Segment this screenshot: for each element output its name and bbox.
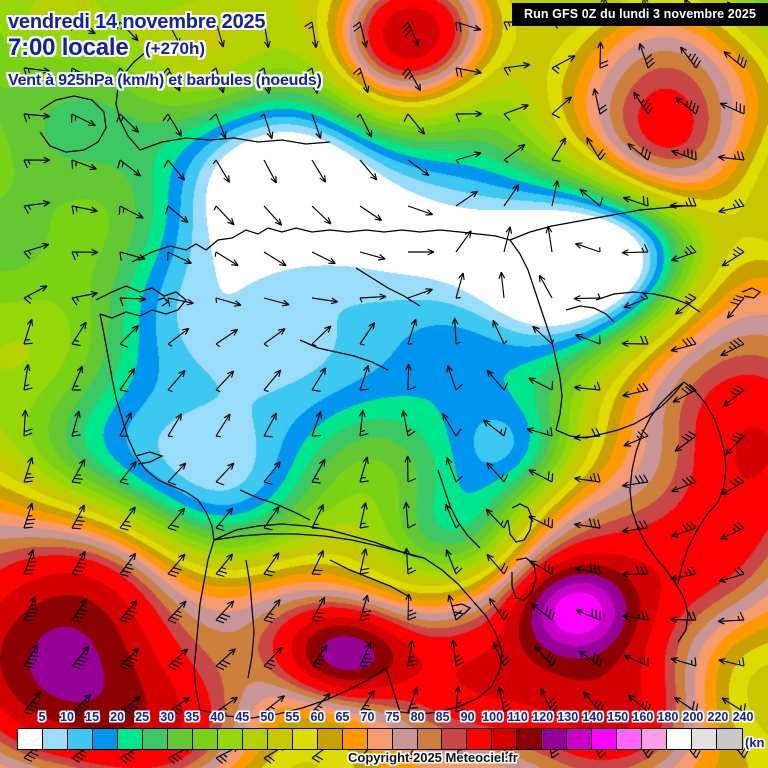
legend-unit-label: (kn xyxy=(745,735,765,750)
colorbar-tick-label: 15 xyxy=(85,710,100,724)
colorbar-swatch xyxy=(367,729,393,749)
colorbar-swatch xyxy=(717,729,743,749)
colorbar-tick-label: 85 xyxy=(435,710,450,724)
colorbar-tick-label: 75 xyxy=(385,710,400,724)
colorbar-swatch xyxy=(342,729,368,749)
colorbar-swatch xyxy=(142,729,168,749)
colorbar-swatch xyxy=(18,729,43,749)
colorbar-swatch xyxy=(117,729,143,749)
colorbar-tick-label: 5 xyxy=(38,710,46,724)
forecast-time-label: 7:00 locale xyxy=(8,34,129,61)
colorbar-tick-label: 130 xyxy=(557,710,579,724)
colorbar-swatch xyxy=(542,729,568,749)
colorbar-tick-label: 100 xyxy=(482,710,504,724)
colorbar-tick-label: 30 xyxy=(160,710,175,724)
colorbar-swatch xyxy=(642,729,668,749)
colorbar-swatch xyxy=(42,729,68,749)
colorbar-swatch xyxy=(492,729,518,749)
colorbar-tick-label: 90 xyxy=(460,710,475,724)
colorbar-tick-label: 180 xyxy=(657,710,679,724)
colorbar-swatch xyxy=(467,729,493,749)
copyright-label: Copyright 2025 Meteociel.fr xyxy=(348,750,518,765)
colorbar-swatch xyxy=(267,729,293,749)
colorbar-tick-label: 240 xyxy=(732,710,754,724)
colorbar-tick-label: 70 xyxy=(360,710,375,724)
colorbar-tick-label: 50 xyxy=(260,710,275,724)
model-run-badge: Run GFS 0Z du lundi 3 novembre 2025 xyxy=(511,3,768,26)
colorbar-tick-label: 40 xyxy=(210,710,225,724)
colorbar-tick-label: 35 xyxy=(185,710,200,724)
colorbar-swatch xyxy=(592,729,618,749)
colorbar-tick-label: 110 xyxy=(507,710,528,724)
colorbar-tick-label: 60 xyxy=(310,710,325,724)
colorbar-tick-label: 80 xyxy=(410,710,425,724)
colorbar-swatch xyxy=(442,729,468,749)
colorbar-tick-label: 220 xyxy=(707,710,729,724)
colorbar-tick-label: 25 xyxy=(135,710,150,724)
colorbar-swatch xyxy=(317,729,343,749)
colorbar-tick-label: 65 xyxy=(335,710,350,724)
colorbar-swatch xyxy=(667,729,693,749)
legend-tick-labels: 5 10 15 20 25 30 35 40 45 50 55 60 65 70 75 80 85 90 100 11… xyxy=(0,710,768,728)
colorbar-swatch xyxy=(192,729,218,749)
parameter-label: Vent à 925hPa (km/h) et barbules (noeuds… xyxy=(8,72,322,89)
colorbar-swatch xyxy=(217,729,243,749)
colorbar-swatch xyxy=(167,729,193,749)
colorbar-swatch xyxy=(567,729,593,749)
colorbar-tick-label: 55 xyxy=(285,710,300,724)
colorbar-tick-label: 200 xyxy=(682,710,704,724)
forecast-date-label: vendredi 14 novembre 2025 xyxy=(8,11,266,33)
colorbar-tick-label: 20 xyxy=(110,710,125,724)
colorbar-swatch xyxy=(617,729,643,749)
colorbar-swatch xyxy=(692,729,718,749)
wind-speed-colorbar[interactable] xyxy=(17,728,743,750)
forecast-lead-label: (+270h) xyxy=(145,39,205,58)
colorbar-swatch xyxy=(417,729,443,749)
colorbar-tick-label: 45 xyxy=(235,710,250,724)
colorbar-swatch xyxy=(242,729,268,749)
colorbar-swatch xyxy=(92,729,118,749)
colorbar-tick-label: 140 xyxy=(582,710,604,724)
colorbar-swatch xyxy=(67,729,93,749)
colorbar-tick-label: 120 xyxy=(532,710,554,724)
colorbar-tick-label: 150 xyxy=(607,710,629,724)
colorbar-swatch xyxy=(292,729,318,749)
colorbar-tick-label: 10 xyxy=(60,710,75,724)
colorbar-tick-label: 160 xyxy=(632,710,654,724)
colorbar-swatch xyxy=(392,729,418,749)
colorbar-swatch xyxy=(517,729,543,749)
